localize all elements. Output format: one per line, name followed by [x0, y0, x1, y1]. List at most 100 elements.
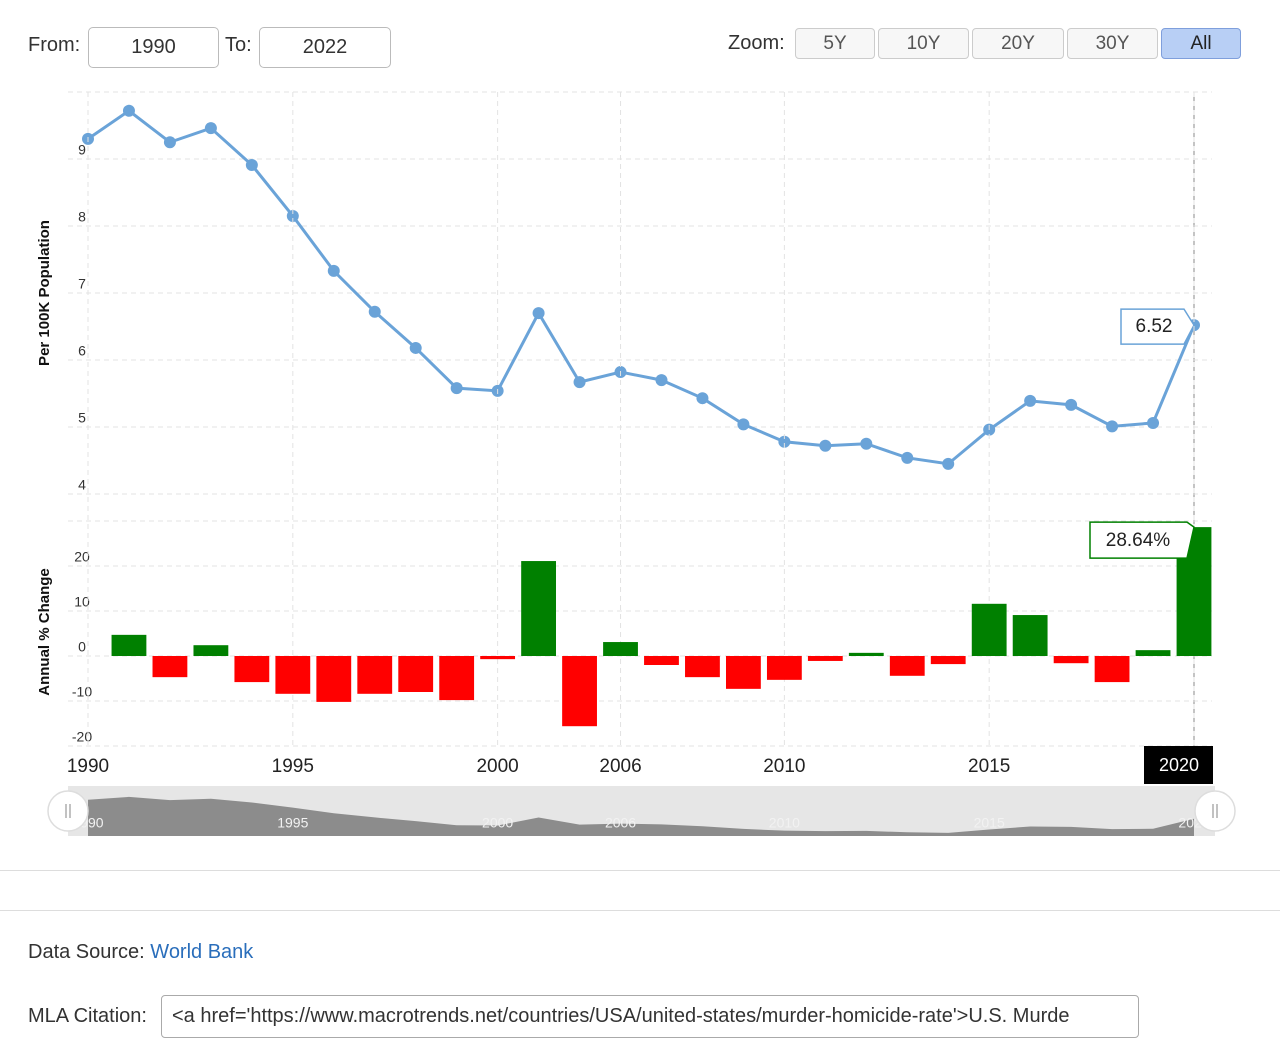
point: [245, 159, 258, 172]
bar: [1135, 650, 1171, 656]
tooltip-value: 28.64%: [1106, 530, 1171, 551]
bar: [766, 656, 802, 680]
point: [327, 264, 340, 277]
source-label: Data Source:: [28, 941, 145, 963]
y-tick-label: 8: [78, 209, 86, 225]
source-link[interactable]: World Bank: [150, 941, 254, 963]
handle-grip: [65, 804, 71, 818]
x-tick-label: 2000: [476, 756, 518, 777]
divider: [0, 870, 1280, 871]
point: [368, 305, 381, 318]
bar: [521, 561, 557, 656]
x-tick-label: 2015: [968, 756, 1010, 777]
bar: [193, 645, 229, 656]
point: [163, 136, 176, 149]
y-tick-label: 10: [74, 594, 90, 610]
bar: [357, 656, 393, 694]
bar: [685, 656, 720, 678]
point: [532, 307, 545, 320]
y-tick-label: 6: [78, 343, 86, 359]
x-tick-label: 1990: [67, 756, 109, 777]
x-tick-label: 2010: [763, 756, 805, 777]
bar: [111, 634, 147, 656]
navigator-label: 2010: [769, 815, 800, 831]
bar: [152, 656, 188, 678]
point: [286, 209, 299, 222]
y-tick-label: 9: [78, 142, 86, 158]
y-tick-label: 7: [78, 276, 86, 292]
from-label: From:: [28, 34, 81, 56]
point: [860, 437, 873, 450]
point: [450, 382, 463, 395]
zoom-button[interactable]: 30Y: [1067, 28, 1158, 59]
zoom-button[interactable]: 20Y: [972, 28, 1064, 59]
point: [122, 104, 135, 117]
bar: [439, 656, 475, 701]
bar: [480, 656, 516, 660]
bar: [889, 656, 925, 676]
tooltip: [1120, 308, 1195, 345]
point: [696, 392, 709, 405]
point: [819, 439, 832, 452]
y-tick-label: -20: [72, 729, 92, 745]
bar: [644, 656, 679, 665]
navigator-area: [88, 796, 1194, 836]
bar: [848, 652, 884, 656]
navigator-label: 2015: [974, 815, 1005, 831]
x-hover-label: 2020: [1159, 755, 1199, 775]
zoom-label: Zoom:: [728, 32, 785, 54]
point: [204, 122, 217, 135]
point: [778, 435, 791, 448]
zoom-button[interactable]: 10Y: [878, 28, 969, 59]
bar: [971, 603, 1007, 656]
x-tick-label: 1995: [272, 756, 314, 777]
point: [1106, 420, 1119, 433]
y-tick-label: -10: [72, 684, 92, 700]
divider: [0, 910, 1280, 911]
y-tick-label: 0: [78, 639, 86, 655]
point: [655, 374, 668, 387]
point: [942, 457, 955, 470]
to-label: To:: [225, 34, 252, 56]
point: [1147, 416, 1160, 429]
bar: [930, 656, 966, 665]
bar: [725, 656, 761, 689]
navigator-label: 2006: [605, 815, 636, 831]
y-tick-label: 4: [78, 477, 86, 493]
bar: [234, 656, 270, 683]
zoom-button[interactable]: All: [1161, 28, 1241, 59]
from-input[interactable]: 1990: [88, 27, 219, 68]
navigator-handle[interactable]: [1194, 790, 1236, 832]
point: [409, 341, 422, 354]
x-tick-label: 2006: [599, 756, 641, 777]
bar: [398, 656, 434, 692]
point: [901, 451, 914, 464]
bar: [1094, 656, 1130, 683]
point: [573, 376, 586, 389]
source: Data Source: World Bank: [28, 941, 253, 964]
bar: [562, 656, 597, 727]
y-axis-label: Annual % Change: [36, 568, 53, 696]
citation-label: MLA Citation:: [28, 1005, 147, 1027]
point: [1024, 394, 1037, 407]
y-tick-label: 5: [78, 410, 86, 426]
navigator-handle[interactable]: [47, 790, 89, 832]
bar: [316, 656, 352, 702]
bar: [603, 642, 638, 656]
tooltip-value: 6.52: [1136, 316, 1173, 337]
navigator-label: 2000: [482, 815, 513, 831]
y-tick-label: 20: [74, 549, 90, 565]
handle-grip: [1212, 804, 1218, 818]
chart: 4 5 6 7 8 9 Per 100K Population 6.52 -20 -10 0 10 20…: [36, 91, 1236, 836]
zoom-button[interactable]: 5Y: [795, 28, 875, 59]
point: [737, 418, 750, 431]
bar: [807, 656, 843, 661]
to-input[interactable]: 2022: [259, 27, 391, 68]
line: [87, 108, 1196, 466]
x-hover-box: [1144, 746, 1213, 784]
y-axis-label: Per 100K Population: [36, 220, 53, 366]
bar: [1012, 615, 1048, 656]
point: [1065, 398, 1078, 411]
citation-input[interactable]: <a href='https://www.macrotrends.net/cou…: [161, 995, 1139, 1038]
